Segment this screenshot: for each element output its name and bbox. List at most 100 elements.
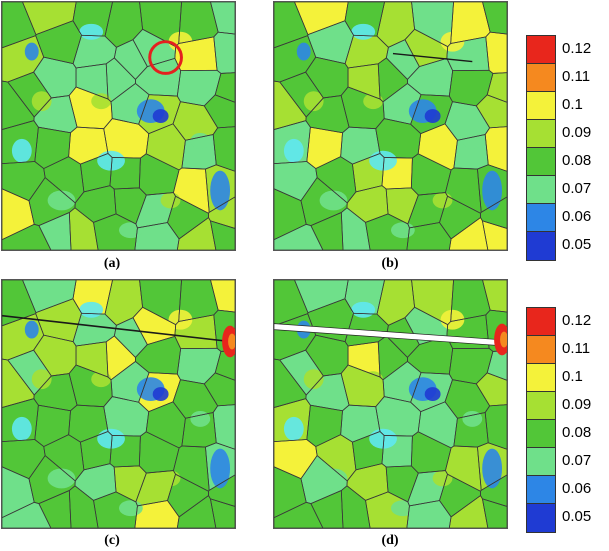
grain-fill [2,359,35,408]
grain-fill [315,434,356,481]
grain-fill [449,70,493,106]
grain-fill [386,39,420,80]
grain-fill [74,463,117,501]
grain-fill [2,502,51,528]
grain-fill [69,485,99,528]
grain-fill [294,2,349,35]
grain-fill [348,341,380,378]
colorbar-tick-label: 0.06 [562,208,592,225]
grain-boundary [481,498,507,528]
grain-field-c [2,280,235,528]
crack-line [2,314,231,343]
grain-boundary [212,126,235,172]
strain-blob [432,192,453,209]
grain-fill [404,29,448,67]
grain-fill [346,463,389,501]
grain-fill [215,72,235,103]
caption-c: (c) [104,533,120,548]
grain-fill [449,495,488,528]
grain-fill [2,81,35,130]
colorbar-swatch [527,120,555,148]
strain-blob [296,42,311,61]
grain-boundary [205,442,235,491]
strain-blob [118,500,143,517]
colorbar-swatch [527,364,555,392]
grain-fill [177,348,221,384]
strain-blob [210,170,231,211]
grain-fill [445,167,482,214]
colorbar-tick-label: 0.12 [562,312,592,329]
grain-boundary [209,220,235,250]
grain-boundary [209,498,235,528]
grain-boundary [210,280,235,313]
grain-fill [439,196,481,239]
grain-fill [274,280,308,326]
strain-blob [369,150,397,171]
grain-fill [340,127,380,165]
grain-fill [208,474,235,507]
grain-fill [307,20,354,64]
grain-boundary [484,404,507,450]
strain-blob [351,23,376,40]
grain-fill [378,335,408,380]
grain-fill [487,350,507,381]
grain-fill [173,445,210,492]
grain-fill [177,70,221,106]
grain-fill [305,57,349,98]
grain-fill [345,35,389,68]
colorbar-swatch [527,504,555,532]
strain-blob [24,320,39,339]
grain-fill [210,498,235,528]
strain-blob [462,410,483,427]
strain-blob [91,93,112,110]
grain-fill [305,373,350,411]
colorbar-tick-label: 0.11 [562,68,591,85]
grain-fill [482,220,507,250]
grain-fill [103,396,149,437]
strain-blob [31,91,52,112]
grain-fill [2,439,46,479]
strain-blob [152,109,169,124]
strain-blob [369,428,397,449]
strain-blob [390,500,415,517]
grain-fill [274,466,307,518]
colorbar-tick-label: 0.11 [562,340,591,357]
grain-boundary [203,94,235,129]
grain-fill [482,498,507,528]
grain-fill [43,156,84,203]
strain-blob [440,31,465,52]
grain-fill [2,188,35,240]
grain-fill [274,502,323,528]
strain-blob [319,190,348,211]
strain-blob [363,93,384,110]
colorbar-swatch [527,448,555,476]
grain-fill [33,95,78,133]
strain-blob [424,109,441,124]
grain-fill [210,220,235,250]
grain-fill [35,298,82,342]
colorbar-swatch [527,336,555,364]
grain-fill [213,32,235,74]
strain-blob [424,387,441,402]
grain-fill [68,127,108,165]
grain-fill [340,405,380,443]
grain-fill [2,280,36,326]
colorbar-swatch [527,476,555,504]
grain-boundary [205,164,235,213]
grain-fill [38,490,72,528]
grain-fill [375,396,421,437]
colorbar-swatch [527,232,555,260]
grain-fill [38,212,72,250]
strain-blob [432,470,453,487]
strain-blob [351,301,376,318]
grain-fill [306,405,343,447]
colorbar-bottom [526,307,556,533]
grain-field-a [2,2,235,250]
grain-fill [411,2,454,47]
grain-fill [173,101,218,141]
grain-fill [167,474,209,517]
panel-d [273,279,508,529]
grain-fill [411,431,452,474]
grain-fill [315,156,356,203]
grain-fill [378,57,408,102]
